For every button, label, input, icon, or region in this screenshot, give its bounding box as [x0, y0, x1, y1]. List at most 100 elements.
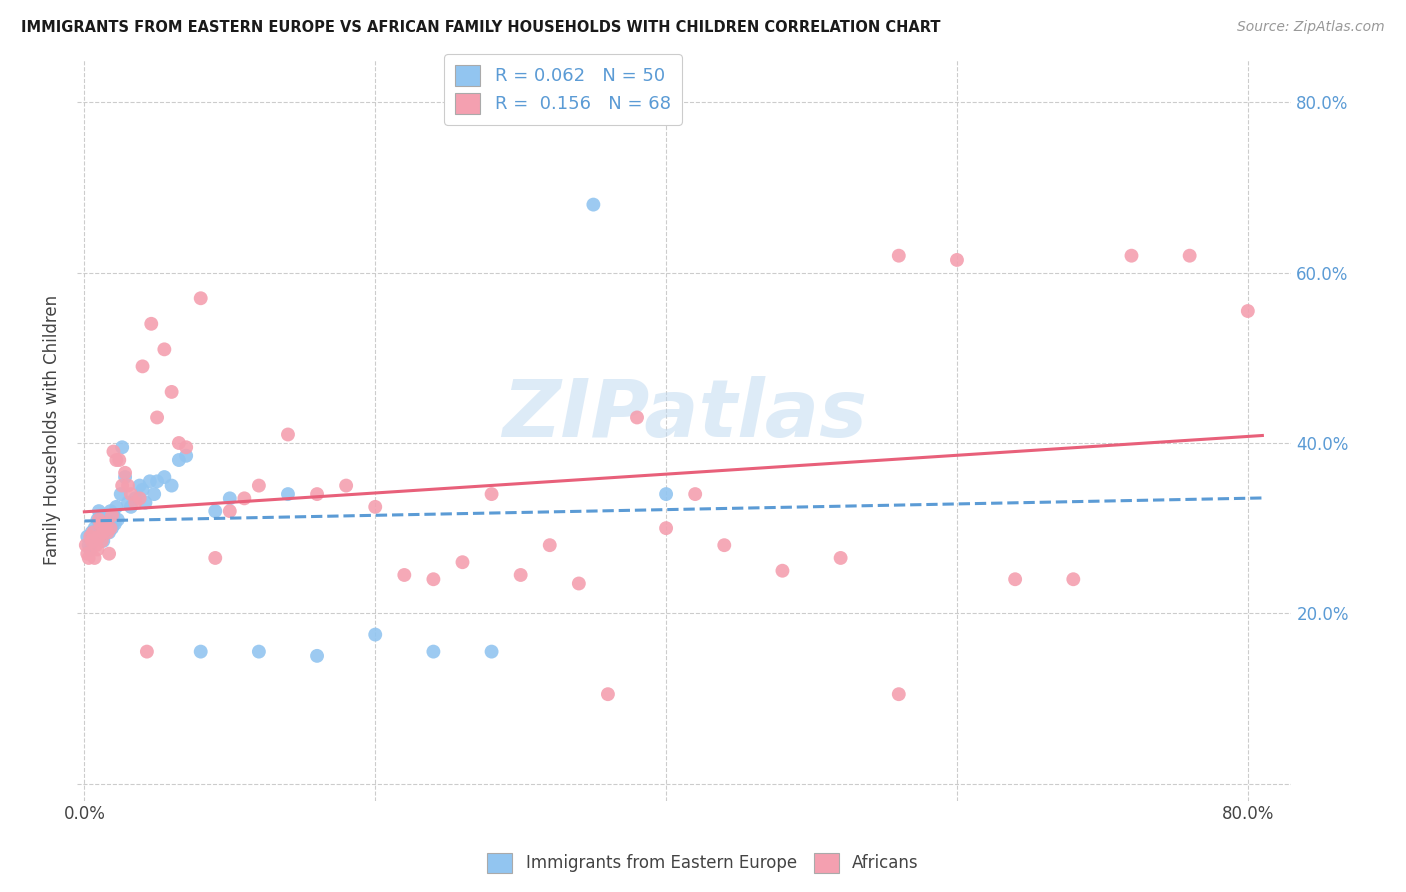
- Point: [335, 478, 357, 492]
- Point: [626, 410, 648, 425]
- Point: [90, 533, 112, 548]
- Point: [568, 576, 591, 591]
- Point: [167, 436, 190, 450]
- Point: [139, 475, 162, 489]
- Point: [79, 530, 101, 544]
- Point: [84, 525, 107, 540]
- Point: [91, 525, 114, 540]
- Point: [77, 551, 100, 566]
- Point: [131, 483, 153, 497]
- Point: [1004, 572, 1026, 586]
- Point: [100, 521, 122, 535]
- Point: [538, 538, 561, 552]
- Legend: Immigrants from Eastern Europe, Africans: Immigrants from Eastern Europe, Africans: [481, 847, 925, 880]
- Point: [117, 495, 139, 509]
- Point: [104, 516, 127, 531]
- Point: [1062, 572, 1084, 586]
- Point: [174, 440, 197, 454]
- Point: [80, 533, 103, 548]
- Y-axis label: Family Households with Children: Family Households with Children: [44, 295, 60, 566]
- Point: [146, 475, 169, 489]
- Point: [596, 687, 619, 701]
- Point: [101, 521, 124, 535]
- Point: [713, 538, 735, 552]
- Point: [110, 487, 132, 501]
- Point: [394, 568, 416, 582]
- Point: [509, 568, 531, 582]
- Point: [101, 508, 124, 523]
- Point: [90, 508, 112, 523]
- Point: [100, 504, 122, 518]
- Point: [422, 572, 444, 586]
- Point: [204, 551, 226, 566]
- Point: [77, 538, 100, 552]
- Point: [87, 513, 110, 527]
- Point: [86, 542, 108, 557]
- Point: [103, 444, 125, 458]
- Point: [117, 478, 139, 492]
- Point: [887, 249, 910, 263]
- Point: [218, 504, 240, 518]
- Point: [86, 513, 108, 527]
- Point: [307, 487, 329, 501]
- Point: [84, 538, 107, 552]
- Point: [153, 470, 176, 484]
- Point: [143, 487, 166, 501]
- Point: [190, 645, 212, 659]
- Point: [364, 627, 387, 641]
- Point: [655, 487, 678, 501]
- Point: [135, 645, 157, 659]
- Text: IMMIGRANTS FROM EASTERN EUROPE VS AFRICAN FAMILY HOUSEHOLDS WITH CHILDREN CORREL: IMMIGRANTS FROM EASTERN EUROPE VS AFRICA…: [21, 20, 941, 35]
- Point: [174, 449, 197, 463]
- Point: [190, 291, 212, 305]
- Point: [82, 533, 104, 548]
- Point: [83, 521, 105, 535]
- Point: [124, 495, 146, 509]
- Point: [307, 648, 329, 663]
- Point: [114, 470, 136, 484]
- Point: [422, 645, 444, 659]
- Point: [124, 491, 146, 506]
- Point: [103, 508, 125, 523]
- Point: [134, 495, 156, 509]
- Point: [141, 317, 163, 331]
- Point: [97, 525, 120, 540]
- Point: [946, 252, 969, 267]
- Point: [218, 491, 240, 506]
- Point: [79, 542, 101, 557]
- Point: [97, 513, 120, 527]
- Point: [98, 547, 121, 561]
- Point: [76, 530, 98, 544]
- Point: [87, 504, 110, 518]
- Point: [683, 487, 706, 501]
- Point: [82, 525, 104, 540]
- Point: [87, 530, 110, 544]
- Point: [481, 645, 503, 659]
- Point: [131, 359, 153, 374]
- Point: [93, 516, 115, 531]
- Point: [146, 410, 169, 425]
- Point: [89, 516, 111, 531]
- Point: [1178, 249, 1201, 263]
- Point: [120, 500, 142, 514]
- Point: [247, 645, 270, 659]
- Point: [655, 521, 678, 535]
- Point: [98, 525, 121, 540]
- Point: [96, 521, 118, 535]
- Point: [114, 466, 136, 480]
- Point: [204, 504, 226, 518]
- Point: [887, 687, 910, 701]
- Point: [111, 478, 134, 492]
- Point: [582, 197, 605, 211]
- Point: [108, 453, 131, 467]
- Point: [107, 513, 129, 527]
- Point: [830, 551, 852, 566]
- Point: [105, 500, 128, 514]
- Text: ZIPatlas: ZIPatlas: [502, 376, 866, 454]
- Point: [247, 478, 270, 492]
- Point: [772, 564, 794, 578]
- Point: [93, 516, 115, 531]
- Point: [128, 478, 150, 492]
- Point: [128, 491, 150, 506]
- Point: [96, 521, 118, 535]
